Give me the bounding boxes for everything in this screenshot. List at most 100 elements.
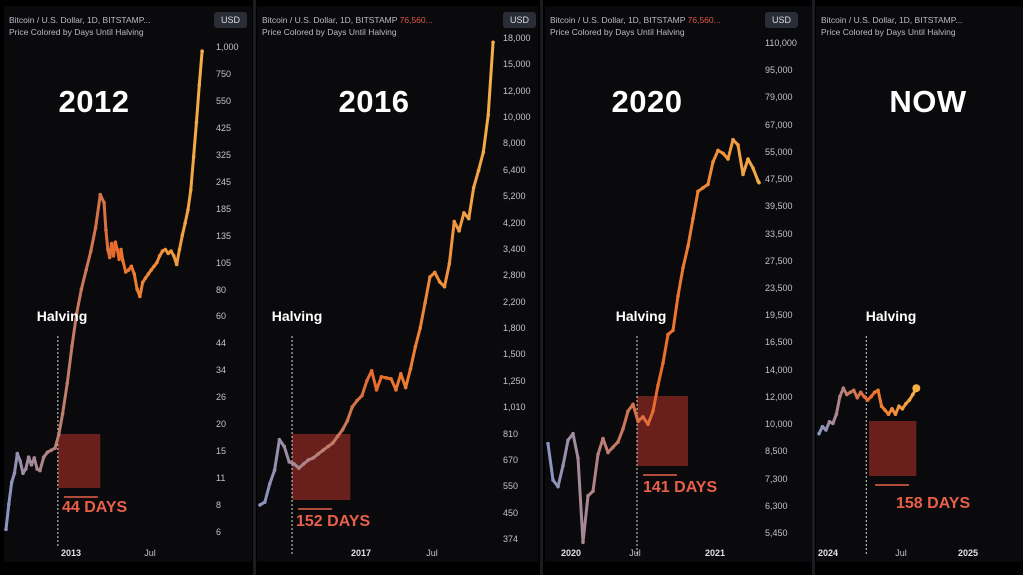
chart-panel-2016: Bitcoin / U.S. Dollar, 1D, BITSTAMP 76,5… [257, 6, 538, 562]
days-label: 152 DAYS [296, 513, 371, 530]
price-point [4, 527, 8, 532]
y-tick-label: 26 [216, 392, 227, 403]
price-point [70, 344, 74, 348]
y-tick-label: 47,500 [765, 174, 793, 185]
price-point [111, 254, 116, 258]
price-point [163, 247, 168, 252]
x-tick-label: 2021 [704, 548, 726, 558]
price-point [194, 120, 199, 125]
price-point [706, 182, 710, 187]
price-line-segment [84, 249, 93, 272]
price-point [491, 40, 495, 45]
price-line-segment [423, 275, 432, 305]
price-point [661, 361, 665, 365]
price-point [432, 270, 437, 275]
price-line-segment [186, 188, 193, 212]
price-point [89, 249, 93, 253]
y-tick-label: 6 [216, 527, 222, 537]
price-point [138, 294, 142, 299]
price-line-segment [413, 326, 422, 349]
price-point [355, 398, 359, 403]
chart-svg-now [817, 336, 921, 556]
price-point [79, 287, 84, 291]
y-tick-label: 95,000 [765, 65, 793, 76]
price-point [616, 440, 620, 444]
price-point [119, 247, 123, 252]
price-line-segment [596, 437, 605, 456]
price-line-segment [404, 367, 413, 390]
price-point [437, 279, 442, 284]
chart-title: 2020 [611, 84, 683, 119]
y-tick-label: 23,500 [765, 283, 793, 293]
price-line-segment [546, 442, 555, 482]
price-line-segment [375, 375, 383, 392]
halving-label: Halving [865, 308, 917, 324]
price-line-segment [70, 311, 79, 348]
price-point [149, 268, 153, 272]
price-point [751, 166, 755, 170]
price-line-segment [370, 369, 379, 392]
price-point [447, 262, 452, 266]
price-point [41, 455, 46, 460]
price-line-segment [418, 301, 427, 330]
price-point [452, 219, 457, 224]
price-point [49, 448, 54, 452]
price-line-segment [177, 233, 184, 252]
price-point [636, 419, 640, 424]
price-point [413, 344, 418, 349]
price-point [172, 254, 176, 258]
price-point [306, 458, 311, 462]
price-point [106, 247, 110, 252]
price-point [428, 275, 432, 279]
price-line-segment [741, 157, 750, 176]
price-line-segment [661, 333, 670, 365]
price-point [566, 438, 570, 443]
price-line-segment [119, 248, 125, 263]
price-line-segment [561, 438, 570, 468]
price-line-segment [89, 226, 98, 253]
price-point [365, 379, 369, 383]
price-point [57, 432, 61, 437]
y-tick-label: 80 [216, 284, 227, 295]
price-point [345, 418, 350, 423]
price-point [596, 452, 600, 457]
chart-svg-2016 [258, 40, 495, 554]
price-point [731, 137, 735, 142]
price-line-segment [681, 244, 690, 270]
halving-label: Halving [271, 308, 323, 324]
y-tick-label: 450 [503, 507, 519, 518]
price-point [845, 392, 849, 397]
price-point [174, 262, 179, 267]
chart-title: 2012 [58, 84, 130, 119]
chart-title: NOW [889, 84, 967, 119]
price-point [418, 326, 423, 330]
price-point [716, 148, 720, 153]
price-line-segment [104, 228, 110, 252]
x-tick-label: 2017 [350, 548, 372, 558]
price-point [369, 368, 374, 373]
currency-button[interactable]: USD [765, 12, 799, 28]
price-point [641, 415, 645, 419]
price-point [29, 463, 34, 467]
price-line-segment [676, 266, 685, 298]
price-point [12, 471, 17, 476]
price-point [831, 421, 835, 426]
y-tick-label: 67,000 [765, 119, 793, 130]
price-point [340, 428, 345, 432]
price-line-segment [711, 148, 720, 164]
price-point [287, 460, 291, 464]
price-point [746, 157, 750, 161]
price-point [26, 455, 31, 460]
currency-button[interactable]: USD [503, 12, 537, 28]
price-point [335, 434, 340, 439]
y-tick-label: 750 [216, 68, 232, 79]
price-line-segment [651, 383, 660, 413]
price-point [481, 150, 486, 154]
price-point [408, 367, 413, 371]
price-point [851, 388, 856, 393]
x-tick-label: Jul [629, 548, 641, 558]
price-line-segment [706, 160, 715, 186]
currency-button[interactable]: USD [214, 12, 248, 28]
panel-divider [253, 0, 256, 575]
y-tick-label: 10,000 [765, 419, 793, 430]
